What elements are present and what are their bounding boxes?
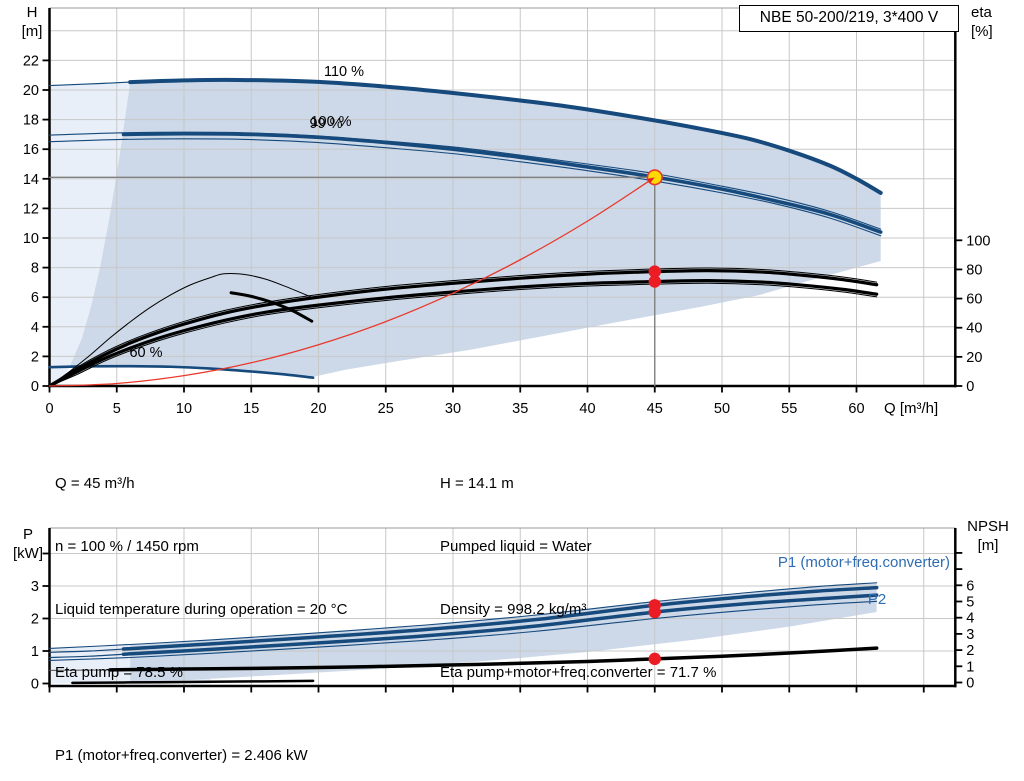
eta-60 xyxy=(229,291,314,323)
tick-label-right: 100 xyxy=(966,233,990,249)
tick-label-left: 10 xyxy=(23,231,39,247)
result-speed: n = 100 % / 1450 rpm xyxy=(55,538,199,555)
result-p1: P1 (motor+freq.converter) = 2.406 kW xyxy=(55,747,308,764)
eta-total xyxy=(47,279,879,388)
tick-label-bottom: 5 xyxy=(113,401,121,417)
tick-label-left: 16 xyxy=(23,142,39,158)
curve-label: 99 % xyxy=(309,116,342,132)
p-min-segment xyxy=(71,679,315,685)
result-h: H = 14.1 m xyxy=(440,475,514,492)
eta-total-thin xyxy=(49,282,878,387)
p2-point xyxy=(648,605,661,619)
result-text-power: P1 (motor+freq.converter) = 2.406 kW P2 … xyxy=(55,703,308,781)
p1-curve xyxy=(121,585,879,651)
p2-curve xyxy=(121,593,879,656)
tick-label-bottom: 35 xyxy=(512,401,528,417)
tick-label-right: 6 xyxy=(966,578,974,594)
tick-label-bottom: 15 xyxy=(243,401,259,417)
p2-lead-thin xyxy=(48,653,125,659)
tick-label-right: 1 xyxy=(966,659,974,675)
tick-label-left: 2 xyxy=(31,612,39,628)
q-axis-title: Q [m³/h] xyxy=(884,400,939,417)
tick-label-bottom: 55 xyxy=(781,401,797,417)
eta-pump-point xyxy=(648,265,661,278)
tick-label-bottom: 25 xyxy=(378,401,394,417)
curve-label: 60 % xyxy=(129,345,162,361)
tick-label-bottom: 60 xyxy=(848,401,864,417)
eta-total-point xyxy=(648,275,661,288)
npsh-curve xyxy=(108,646,879,672)
tick-label-bottom: 50 xyxy=(714,401,730,417)
tick-label-left: 20 xyxy=(23,83,39,99)
tick-label-bottom: 0 xyxy=(45,401,53,417)
duty-point-wedge xyxy=(647,177,655,184)
tick-label-bottom: 40 xyxy=(579,401,595,417)
tick-label-bottom: 45 xyxy=(647,401,663,417)
tick-label-left: 22 xyxy=(23,53,39,69)
p1-lead-thin xyxy=(48,648,125,653)
result-eta-total: Eta pump+motor+freq.converter = 71.7 % xyxy=(440,664,717,681)
tick-label-right: 0 xyxy=(966,676,974,692)
p-axis-title: P [kW] xyxy=(13,526,43,562)
envelope-light xyxy=(49,82,131,386)
result-liquid-temp: Liquid temperature during operation = 20… xyxy=(55,601,348,618)
curve-label: 110 % xyxy=(324,64,364,80)
tick-label-left: 8 xyxy=(31,261,39,277)
tick-label-right: 4 xyxy=(966,611,974,627)
chart-title: NBE 50-200/219, 3*400 V xyxy=(759,9,939,26)
result-density: Density = 998.2 kg/m³ xyxy=(440,601,587,618)
tick-label-left: 3 xyxy=(31,579,39,595)
result-eta-pump: Eta pump = 78.5 % xyxy=(55,664,183,681)
h-axis-title: H [m] xyxy=(21,4,43,40)
eta-axis-title: eta [%] xyxy=(971,4,993,40)
tick-label-right: 60 xyxy=(966,292,982,308)
tick-label-left: 0 xyxy=(31,379,39,395)
system-curve xyxy=(48,176,656,387)
result-q: Q = 45 m³/h xyxy=(55,475,135,492)
p2-lower-thin xyxy=(48,600,878,661)
tick-label-left: 1 xyxy=(31,644,39,660)
tick-label-bottom: 10 xyxy=(176,401,192,417)
tick-label-left: 2 xyxy=(31,349,39,365)
tick-label-right: 0 xyxy=(966,379,974,395)
tick-label-left: 18 xyxy=(23,113,39,129)
speed-99-thin xyxy=(48,138,882,237)
curve-label: 100 % xyxy=(310,114,351,130)
curve-label: P2 xyxy=(868,591,886,608)
tick-label-right: 80 xyxy=(966,262,982,278)
tick-label-right: 20 xyxy=(966,350,982,366)
envelope-duty xyxy=(69,79,881,377)
tick-label-left: 12 xyxy=(23,201,39,217)
result-text-left: Q = 45 m³/h n = 100 % / 1450 rpm Liquid … xyxy=(55,431,347,725)
npsh-axis-title: NPSH [m] xyxy=(967,518,1009,554)
eta-reduced-speed-thin xyxy=(49,273,314,387)
tick-label-right: 2 xyxy=(966,643,974,659)
tick-label-left: 0 xyxy=(31,677,39,693)
speed-100 xyxy=(121,131,883,234)
tick-label-bottom: 20 xyxy=(310,401,326,417)
tick-label-left: 4 xyxy=(31,320,39,336)
tick-label-left: 6 xyxy=(31,290,39,306)
eta-pump-thin xyxy=(49,267,878,387)
npsh-point xyxy=(648,652,661,666)
chart-title-box: NBE 50-200/219, 3*400 V xyxy=(739,5,959,32)
tick-label-right: 40 xyxy=(966,321,982,337)
tick-label-bottom: 30 xyxy=(445,401,461,417)
eta-pump xyxy=(47,269,879,388)
result-liquid: Pumped liquid = Water xyxy=(440,538,592,555)
tick-label-right: 3 xyxy=(966,627,974,643)
tick-label-left: 14 xyxy=(23,172,39,188)
curve-label: P1 (motor+freq.converter) xyxy=(778,554,950,571)
tick-label-right: 5 xyxy=(966,595,974,611)
result-text-right: H = 14.1 m Pumped liquid = Water Density… xyxy=(440,431,716,725)
p1-upper-thin xyxy=(48,582,878,649)
speed-110 xyxy=(128,77,883,195)
